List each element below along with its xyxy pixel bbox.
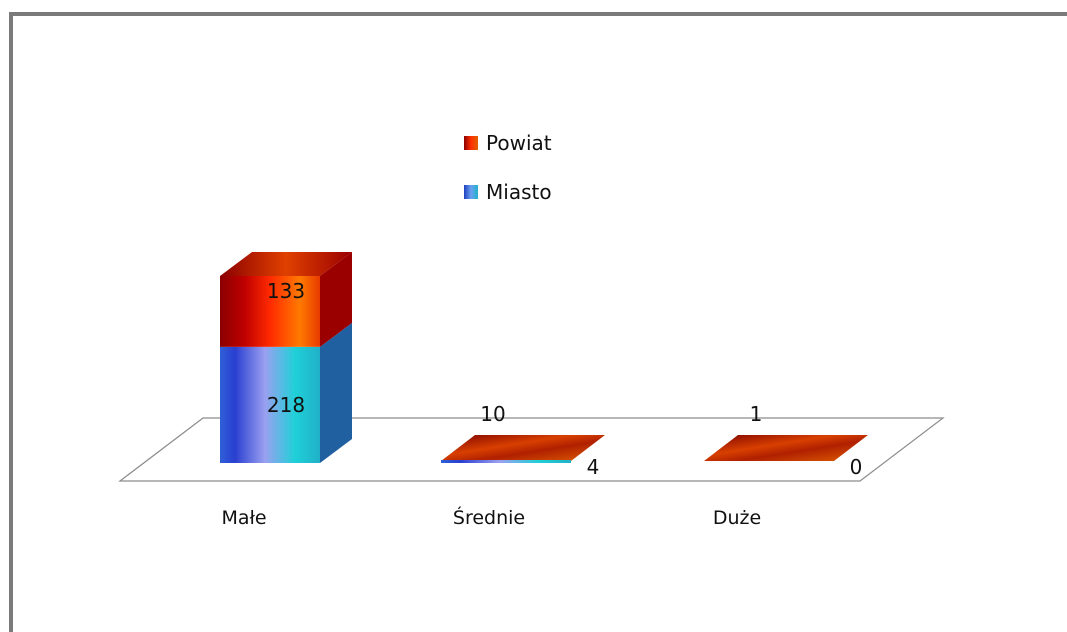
legend-label-miasto: Miasto (486, 180, 552, 204)
legend: Powiat Miasto (464, 131, 552, 204)
category-label-male: Małe (221, 507, 266, 529)
bar-side-powiat-male (320, 252, 352, 347)
value-label-miasto-srednie: 4 (587, 455, 600, 479)
bar-miasto-male (220, 346, 320, 463)
value-label-powiat-duze: 1 (750, 402, 763, 426)
bar-top-male (220, 252, 352, 276)
category-label-duze: Duże (713, 507, 761, 529)
category-label-srednie: Średnie (453, 505, 525, 529)
value-label-powiat-male: 133 (267, 279, 305, 303)
bar-powiat-srednie (441, 435, 605, 461)
value-label-powiat-srednie: 10 (480, 402, 505, 426)
value-label-miasto-male: 218 (267, 393, 305, 417)
legend-swatch-powiat (464, 136, 478, 150)
bar-side-miasto-male (320, 322, 352, 463)
legend-swatch-miasto (464, 185, 478, 199)
bar-miasto-srednie (441, 460, 571, 463)
bar-powiat-duze (704, 435, 868, 461)
bar-powiat-male (220, 276, 320, 347)
chart-frame (9, 12, 1067, 632)
value-label-miasto-duze: 0 (850, 455, 863, 479)
legend-label-powiat: Powiat (486, 131, 552, 155)
